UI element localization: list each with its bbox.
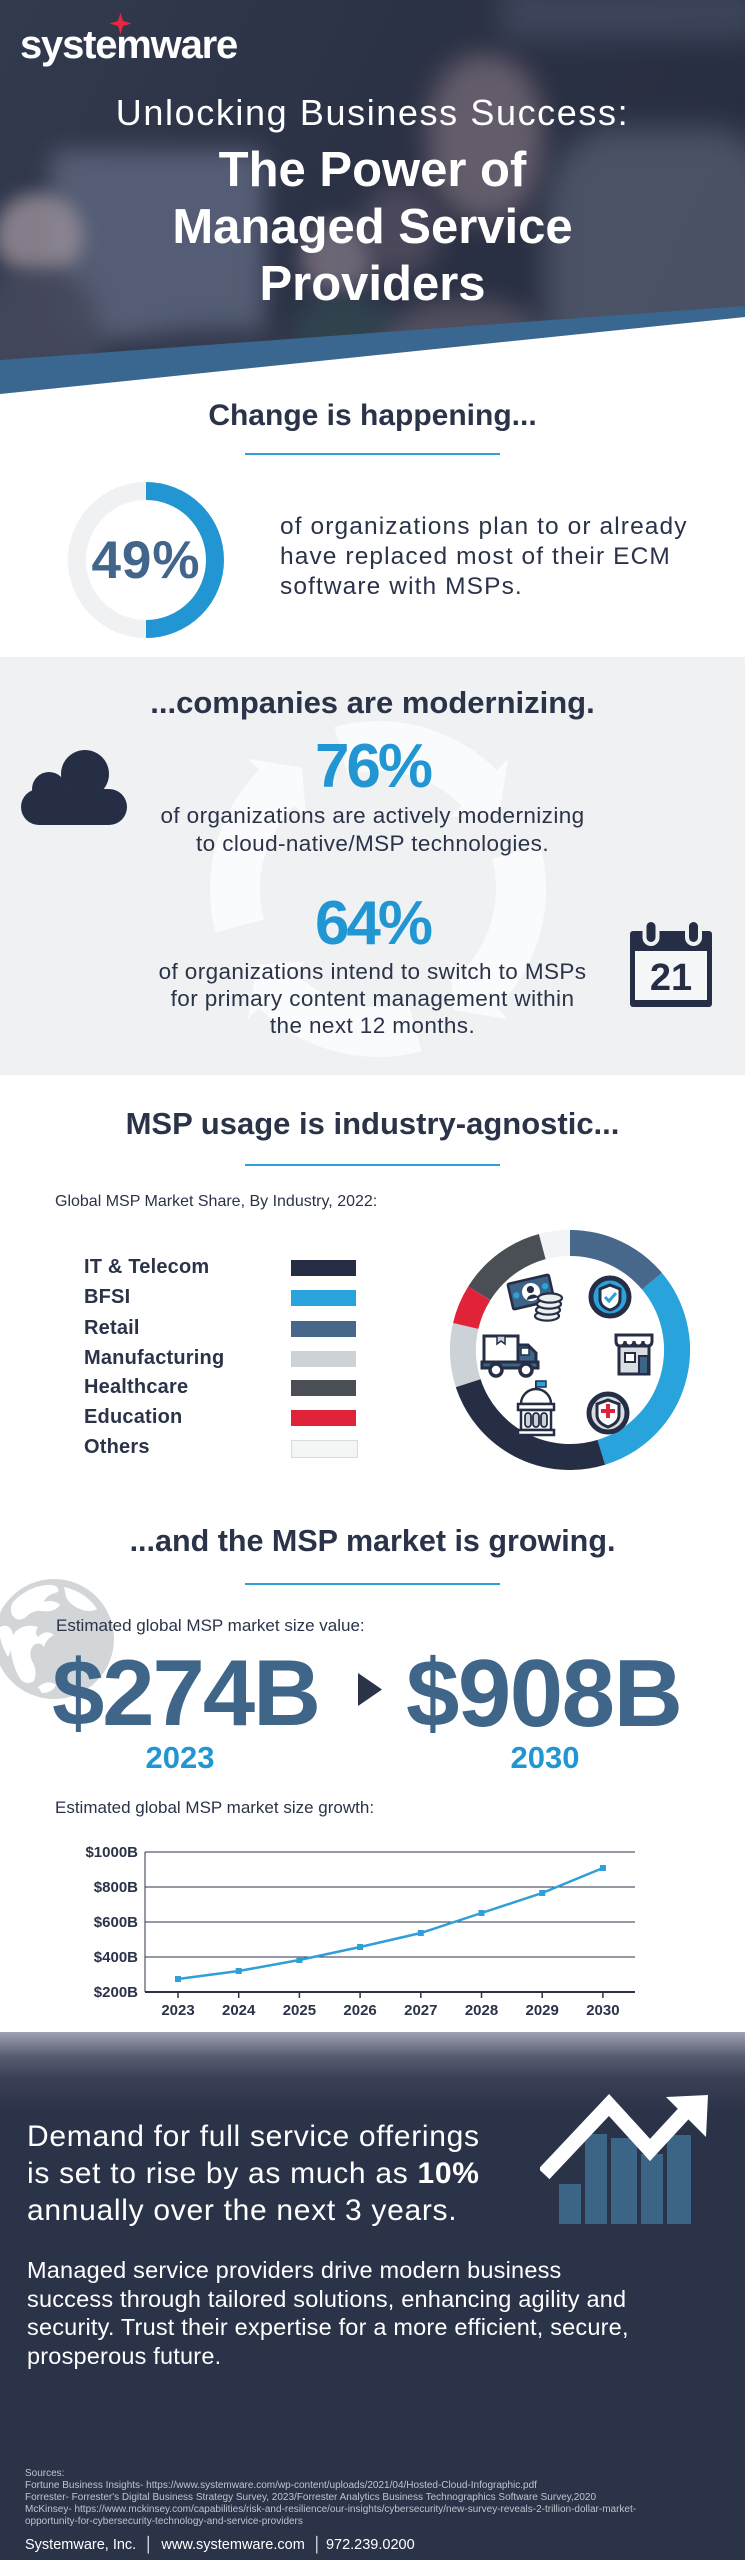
svg-text:2024: 2024	[222, 2002, 256, 2019]
svg-text:2025: 2025	[283, 2002, 316, 2019]
svg-text:2023: 2023	[161, 2002, 194, 2019]
svg-text:$600B: $600B	[94, 1914, 138, 1931]
svg-text:$800B: $800B	[94, 1879, 138, 1896]
svg-text:$400B: $400B	[94, 1949, 138, 1966]
svg-text:2029: 2029	[526, 2002, 559, 2019]
svg-text:2027: 2027	[404, 2002, 437, 2019]
svg-text:2026: 2026	[343, 2002, 376, 2019]
svg-text:$200B: $200B	[94, 1984, 138, 2001]
svg-text:systemware: systemware	[20, 23, 237, 67]
svg-text:21: 21	[650, 957, 692, 999]
svg-text:49%: 49%	[91, 531, 200, 590]
svg-text:2030: 2030	[586, 2002, 619, 2019]
svg-text:2028: 2028	[465, 2002, 498, 2019]
svg-text:$1000B: $1000B	[85, 1844, 138, 1861]
